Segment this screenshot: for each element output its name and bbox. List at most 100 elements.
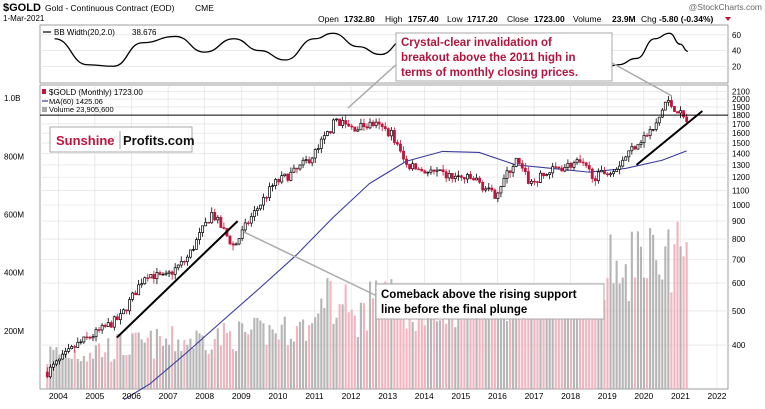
volume-bar <box>305 340 308 389</box>
price-tick-500: 500 <box>732 307 746 316</box>
volume-bar <box>101 357 104 389</box>
candle-body <box>469 174 472 179</box>
volume-bar <box>387 314 390 389</box>
candle-body <box>143 277 147 285</box>
candle-body <box>188 249 192 258</box>
year-tick-2010: 2010 <box>268 391 287 401</box>
volume-bar <box>670 292 673 389</box>
volume-bar <box>110 361 113 389</box>
volume-bar <box>292 341 295 389</box>
volume-bar <box>642 277 646 389</box>
candle-body <box>213 212 217 221</box>
candle-body <box>353 126 357 132</box>
candle-body <box>100 324 104 331</box>
volume-bar <box>579 285 582 389</box>
candle-body <box>456 175 460 177</box>
candle-body <box>271 185 275 188</box>
volume-bar <box>402 302 405 389</box>
candle-body <box>112 316 116 328</box>
brand-part1: Sunshine <box>56 133 115 148</box>
volume-bar <box>630 231 633 389</box>
annotation-invalidation: Crystal-clear invalidation of breakout a… <box>347 32 673 109</box>
year-tick-2016: 2016 <box>488 391 507 401</box>
price-tick-400: 400 <box>732 341 746 350</box>
volume-bar <box>600 289 603 389</box>
year-tick-2012: 2012 <box>342 391 361 401</box>
candle-body <box>94 329 98 338</box>
candle-body <box>575 159 579 164</box>
volume-bar <box>76 358 79 389</box>
volume-bar <box>475 316 478 389</box>
candle-body <box>481 182 485 191</box>
candle-body <box>64 351 68 355</box>
volume-bar <box>560 310 563 389</box>
volume-bar <box>177 339 180 389</box>
price-tick-2000: 2000 <box>732 95 750 104</box>
volume-bar <box>569 303 573 389</box>
volume-bar <box>652 234 655 389</box>
candle-body <box>624 156 628 161</box>
candle-body <box>368 121 372 129</box>
volume-bar <box>512 300 515 389</box>
volume-bar <box>381 301 384 389</box>
candle-body <box>152 274 156 280</box>
chart-exchange: CME <box>195 3 214 13</box>
volume-bar <box>396 310 399 389</box>
candle-body <box>520 163 524 169</box>
volume-bar <box>646 278 649 389</box>
candle-body <box>657 116 661 124</box>
candle-body <box>198 232 201 240</box>
low-value: 1717.20 <box>467 14 498 24</box>
volume-bar <box>533 317 536 389</box>
volume-bar <box>493 297 496 389</box>
volume-bar <box>204 350 207 389</box>
candle-body <box>447 173 451 179</box>
candle-body <box>304 159 308 161</box>
candle-body <box>408 164 412 170</box>
candle-body <box>176 264 180 269</box>
brand-logo: Sunshine Profits.com <box>49 126 195 153</box>
volume-bar <box>280 324 283 389</box>
annotation-2-line-1: Comeback above the rising support <box>381 289 577 301</box>
volume-bar <box>259 320 262 389</box>
volume-bar <box>368 281 372 389</box>
candle-body <box>158 272 162 275</box>
close-value: 1723.00 <box>534 14 565 24</box>
bb-width-panel: 60 40 20 <box>40 31 741 71</box>
candle-body <box>444 171 448 179</box>
candle-body <box>502 177 506 187</box>
volume-bar <box>621 277 624 389</box>
volume-bar <box>411 321 414 389</box>
high-value: 1757.40 <box>408 14 439 24</box>
volume-bar <box>140 339 143 389</box>
volume-bar <box>308 325 311 389</box>
volume-bar <box>143 342 146 389</box>
candle-body <box>545 174 549 177</box>
volume-bar <box>582 294 585 389</box>
volume-bars <box>46 221 688 389</box>
volume-bar <box>639 246 643 389</box>
volume-bar <box>408 313 411 389</box>
volume-bar <box>271 329 274 389</box>
volume-bar <box>152 358 155 389</box>
volume-bar <box>225 332 229 389</box>
candle-body <box>325 131 329 136</box>
candle-body <box>283 173 287 176</box>
volume-bar <box>213 338 216 389</box>
price-tick-700: 700 <box>732 256 746 265</box>
volume-bar <box>575 284 579 389</box>
volume-bar <box>222 322 225 389</box>
volume-tick-200M: 200M <box>4 327 24 336</box>
volume-axis: 1.0B 800M 600M 400M 200M <box>4 94 24 336</box>
candle-body <box>569 162 573 168</box>
volume-bar <box>262 323 265 389</box>
candle-body <box>240 229 244 239</box>
chg-value: -5.80 (-0.34%) <box>659 14 713 24</box>
volume-bar <box>277 339 280 389</box>
chart-date: 1-Mar-2021 <box>3 14 45 23</box>
candle-body <box>590 168 594 179</box>
candle-body <box>335 118 338 121</box>
volume-bar <box>585 300 588 389</box>
candle-body <box>319 138 323 149</box>
volume-bar <box>414 331 417 389</box>
